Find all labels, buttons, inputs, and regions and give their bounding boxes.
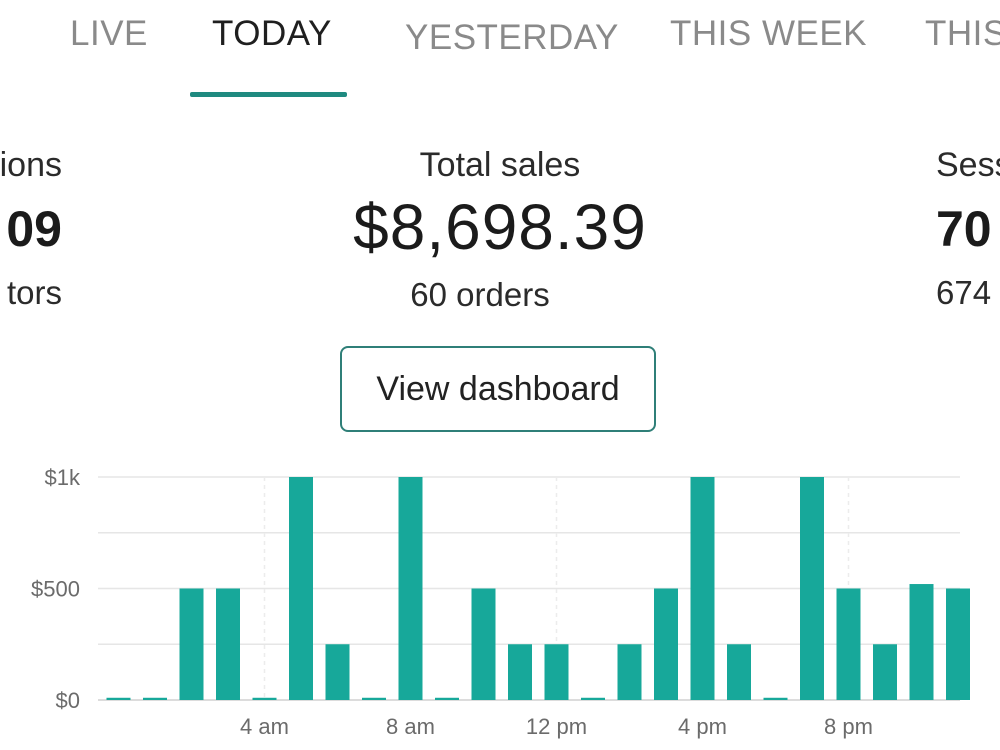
bar-hour-6 <box>325 644 350 700</box>
bar-hour-18 <box>763 697 788 700</box>
bar-hour-21 <box>873 644 897 700</box>
metric-right-label: Sess <box>936 146 1000 184</box>
bar-hour-19 <box>800 477 824 700</box>
bar-hour-0 <box>106 697 131 700</box>
bar-hour-7 <box>362 697 386 700</box>
x-tick-label: 12 pm <box>526 714 587 739</box>
bar-hour-3 <box>216 588 240 700</box>
active-tab-indicator <box>190 92 347 97</box>
metric-right-sub: 674 <box>936 274 992 311</box>
view-dashboard-button[interactable]: View dashboard <box>340 346 656 432</box>
chart-svg: $0 $500 $1k 4 am 8 am 12 pm 4 pm 8 pm <box>31 465 970 739</box>
y-tick-label: $500 <box>31 577 80 602</box>
bar-hour-20 <box>836 588 861 700</box>
bar-hour-9 <box>435 697 459 700</box>
bar-hour-2 <box>179 588 204 700</box>
tab-this-week[interactable]: THIS WEEK <box>670 14 868 53</box>
bar-hour-1 <box>143 697 167 700</box>
bar-hour-8 <box>398 477 423 700</box>
y-tick-label: $0 <box>56 688 80 713</box>
bar-hour-17 <box>727 644 751 700</box>
bar-hour-5 <box>289 477 313 700</box>
metric-left-label: ions <box>0 146 62 184</box>
bar-hour-11 <box>508 644 532 700</box>
sales-by-hour-chart: $0 $500 $1k 4 am 8 am 12 pm 4 pm 8 pm <box>0 450 1000 750</box>
tab-today[interactable]: TODAY <box>212 14 332 53</box>
x-tick-label: 4 am <box>240 714 289 739</box>
bar-hour-4 <box>252 697 277 700</box>
metric-left-value: 09 <box>6 201 62 257</box>
bar-hour-22 <box>909 584 934 700</box>
bar-hour-23 <box>946 588 970 700</box>
tab-this-month[interactable]: THIS <box>925 14 1000 53</box>
total-sales-label: Total sales <box>419 146 581 184</box>
bar-hour-10 <box>471 588 496 700</box>
x-tick-label: 8 am <box>386 714 435 739</box>
bar-hour-15 <box>654 588 678 700</box>
total-sales-value: $8,698.39 <box>353 191 647 263</box>
x-tick-label: 4 pm <box>678 714 727 739</box>
bar-hour-14 <box>617 644 642 700</box>
x-tick-label: 8 pm <box>824 714 873 739</box>
metric-right-value: 70 <box>936 201 992 257</box>
bar-hour-12 <box>544 644 569 700</box>
tab-yesterday[interactable]: YESTERDAY <box>405 18 619 57</box>
y-tick-label: $1k <box>45 465 81 490</box>
period-tabs: LIVE TODAY YESTERDAY THIS WEEK THIS <box>0 0 1000 100</box>
orders-count: 60 orders <box>410 276 550 313</box>
metric-left-sub: tors <box>6 274 62 311</box>
tab-live[interactable]: LIVE <box>70 14 148 53</box>
bar-hour-16 <box>690 477 715 700</box>
bar-hour-13 <box>581 697 605 700</box>
